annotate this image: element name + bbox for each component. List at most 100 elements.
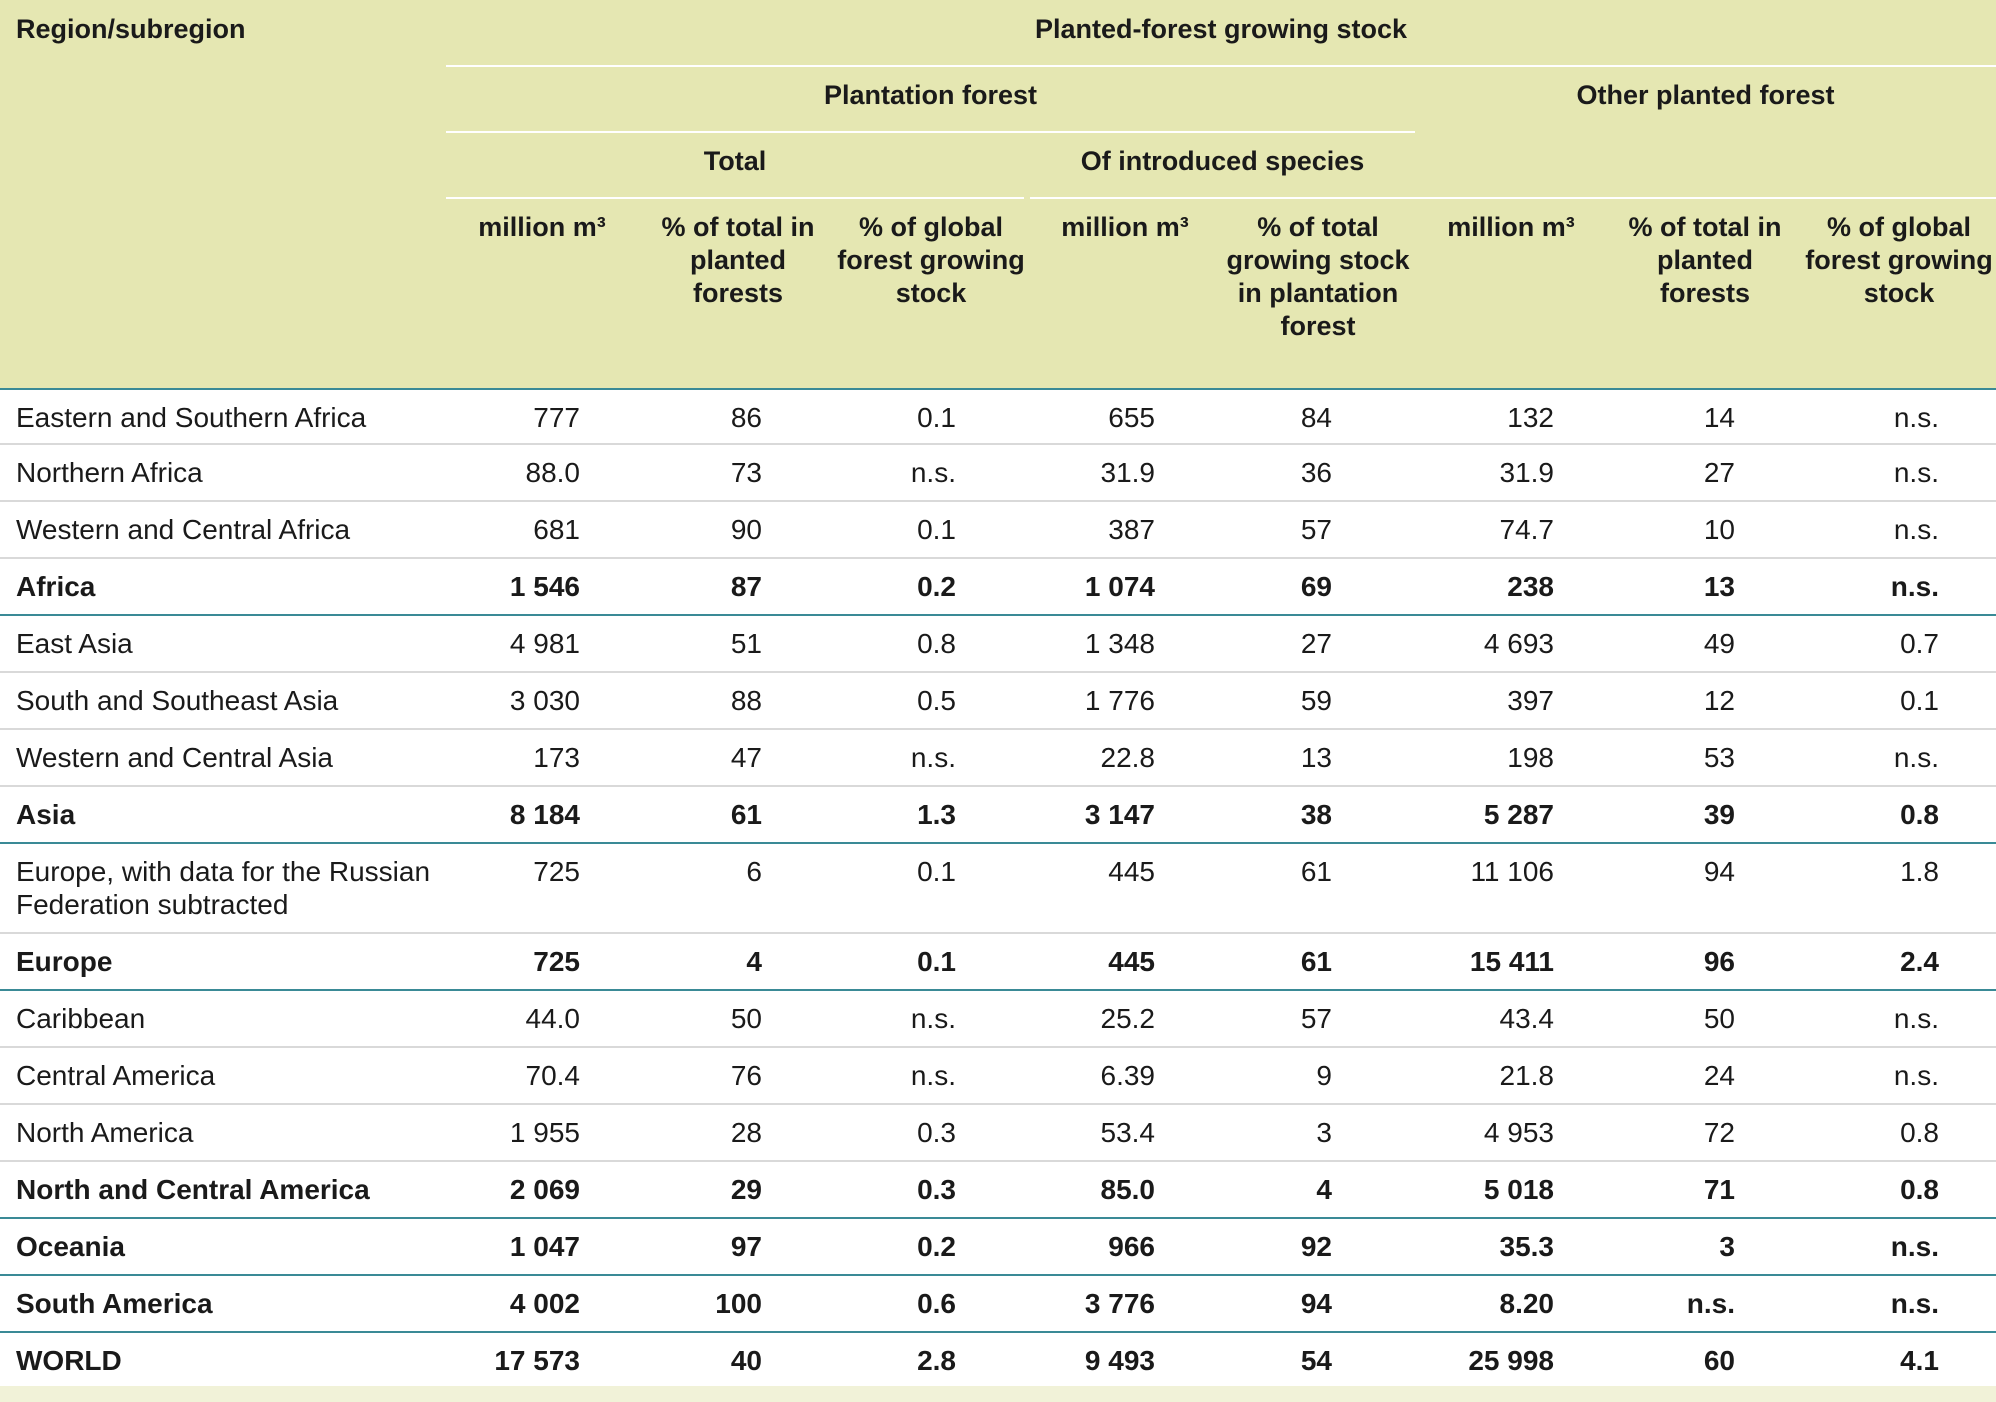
value-cell-col2: 28 — [730, 1117, 762, 1148]
value-cell-col2: 90 — [730, 514, 762, 545]
value-cell-col5: 57 — [1300, 1003, 1332, 1034]
value-cell-col4: 3 776 — [1084, 1288, 1155, 1319]
value-cell-col7: 10 — [1703, 514, 1735, 545]
value-cell-col6: 397 — [1507, 685, 1554, 716]
value-cell-col2: 47 — [730, 742, 762, 773]
value-cell-col4: 9 493 — [1084, 1345, 1155, 1376]
value-cell-col2: 4 — [746, 946, 762, 977]
table-footer-band — [0, 1386, 1996, 1402]
region-cell: South and Southeast Asia — [16, 685, 339, 716]
value-cell-col6: 21.8 — [1499, 1060, 1555, 1091]
value-cell-col3: 0.2 — [917, 571, 956, 602]
introduced-species-subheader: Of introduced species — [1080, 146, 1365, 176]
value-cell-col4: 3 147 — [1084, 799, 1155, 830]
value-cell-col3: 0.3 — [917, 1117, 956, 1148]
value-cell-col8: 1.8 — [1900, 856, 1939, 887]
value-cell-col4: 31.9 — [1100, 457, 1156, 488]
region-cell: South America — [16, 1288, 213, 1319]
region-column-header: Region/subregion — [16, 14, 246, 44]
value-cell-col2: 40 — [730, 1345, 762, 1376]
value-cell-col5: 94 — [1300, 1288, 1332, 1319]
value-cell-col6: 4 693 — [1483, 628, 1554, 659]
value-cell-col1: 725 — [533, 946, 580, 977]
table-header: Region/subregion Planted-forest growing … — [0, 0, 1996, 388]
value-cell-col8: n.s. — [1893, 1003, 1939, 1034]
col-header-7: % of total in planted forests — [1628, 212, 1782, 308]
value-cell-col8: n.s. — [1893, 457, 1939, 488]
value-cell-col7: 12 — [1703, 685, 1735, 716]
table-row: East Asia 4 981 51 0.8 1 348 27 4 693 49 0.7 — [0, 616, 1996, 673]
value-cell-col7: 49 — [1703, 628, 1735, 659]
value-cell-col8: 4.1 — [1900, 1345, 1939, 1376]
value-cell-col5: 9 — [1316, 1060, 1332, 1091]
value-cell-col7: 24 — [1703, 1060, 1735, 1091]
value-cell-col3: n.s. — [910, 1003, 956, 1034]
table-row: Western and Central Africa 681 90 0.1 387 57 7… — [0, 502, 1996, 559]
value-cell-col2: 86 — [730, 402, 762, 433]
value-cell-col3: 0.1 — [917, 946, 956, 977]
value-cell-col1: 70.4 — [525, 1060, 581, 1091]
value-cell-col7: 94 — [1703, 856, 1735, 887]
value-cell-col6: 43.4 — [1499, 1003, 1555, 1034]
value-cell-col5: 13 — [1300, 742, 1332, 773]
region-cell: Africa — [16, 571, 96, 602]
region-cell: Asia — [16, 799, 76, 830]
value-cell-col4: 966 — [1108, 1231, 1155, 1262]
value-cell-col3: 0.6 — [917, 1288, 956, 1319]
col-header-3: % of global forest growing stock — [837, 212, 1025, 308]
value-cell-col1: 1 955 — [509, 1117, 580, 1148]
value-cell-col5: 84 — [1300, 402, 1332, 433]
value-cell-col7: 53 — [1703, 742, 1735, 773]
value-cell-col4: 22.8 — [1100, 742, 1156, 773]
col-header-1: million m³ — [478, 212, 606, 242]
value-cell-col1: 777 — [533, 402, 580, 433]
table-total-row: Oceania 1 047 97 0.2 966 92 35.3 3 n.s. — [0, 1219, 1996, 1276]
value-cell-col7: 27 — [1703, 457, 1735, 488]
value-cell-col2: 88 — [730, 685, 762, 716]
value-cell-col6: 198 — [1507, 742, 1554, 773]
value-cell-col4: 1 776 — [1084, 685, 1155, 716]
region-cell: Northern Africa — [16, 457, 203, 488]
value-cell-col8: 0.8 — [1900, 1117, 1939, 1148]
value-cell-col1: 1 047 — [509, 1231, 580, 1262]
value-cell-col5: 92 — [1300, 1231, 1332, 1262]
value-cell-col1: 725 — [533, 856, 580, 887]
value-cell-col2: 73 — [730, 457, 762, 488]
value-cell-col1: 17 573 — [494, 1345, 580, 1376]
table-total-row: Africa 1 546 87 0.2 1 074 69 238 13 n.s. — [0, 559, 1996, 616]
value-cell-col7: 3 — [1719, 1231, 1735, 1262]
value-cell-col8: 0.8 — [1900, 799, 1939, 830]
value-cell-col1: 173 — [533, 742, 580, 773]
table-body: Eastern and Southern Africa 777 86 0.1 655 84… — [0, 388, 1996, 1390]
value-cell-col1: 681 — [533, 514, 580, 545]
region-cell: Western and Central Asia — [16, 742, 333, 773]
header-divider — [1415, 197, 1996, 199]
table-row: Western and Central Asia 173 47 n.s. 22.8 13 1… — [0, 730, 1996, 787]
value-cell-col7: n.s. — [1686, 1288, 1735, 1319]
value-cell-col7: 50 — [1703, 1003, 1735, 1034]
value-cell-col4: 1 074 — [1084, 571, 1155, 602]
value-cell-col4: 53.4 — [1100, 1117, 1156, 1148]
value-cell-col5: 38 — [1300, 799, 1332, 830]
main-header-title: Planted-forest growing stock — [1034, 14, 1408, 44]
region-cell: Europe — [16, 946, 113, 977]
value-cell-col4: 445 — [1108, 946, 1155, 977]
value-cell-col5: 27 — [1300, 628, 1332, 659]
value-cell-col3: n.s. — [910, 742, 956, 773]
value-cell-col7: 96 — [1703, 946, 1735, 977]
value-cell-col2: 6 — [746, 856, 762, 887]
value-cell-col1: 3 030 — [509, 685, 580, 716]
value-cell-col1: 4 981 — [509, 628, 580, 659]
value-cell-col8: n.s. — [1890, 571, 1939, 602]
value-cell-col1: 1 546 — [509, 571, 580, 602]
region-cell: North and Central America — [16, 1174, 370, 1205]
value-cell-col3: 0.5 — [917, 685, 956, 716]
value-cell-col8: n.s. — [1893, 742, 1939, 773]
value-cell-col3: 0.1 — [917, 856, 956, 887]
header-divider — [446, 197, 1024, 199]
value-cell-col2: 76 — [730, 1060, 762, 1091]
value-cell-col5: 61 — [1300, 856, 1332, 887]
value-cell-col4: 655 — [1108, 402, 1155, 433]
region-cell: Caribbean — [16, 1003, 146, 1034]
